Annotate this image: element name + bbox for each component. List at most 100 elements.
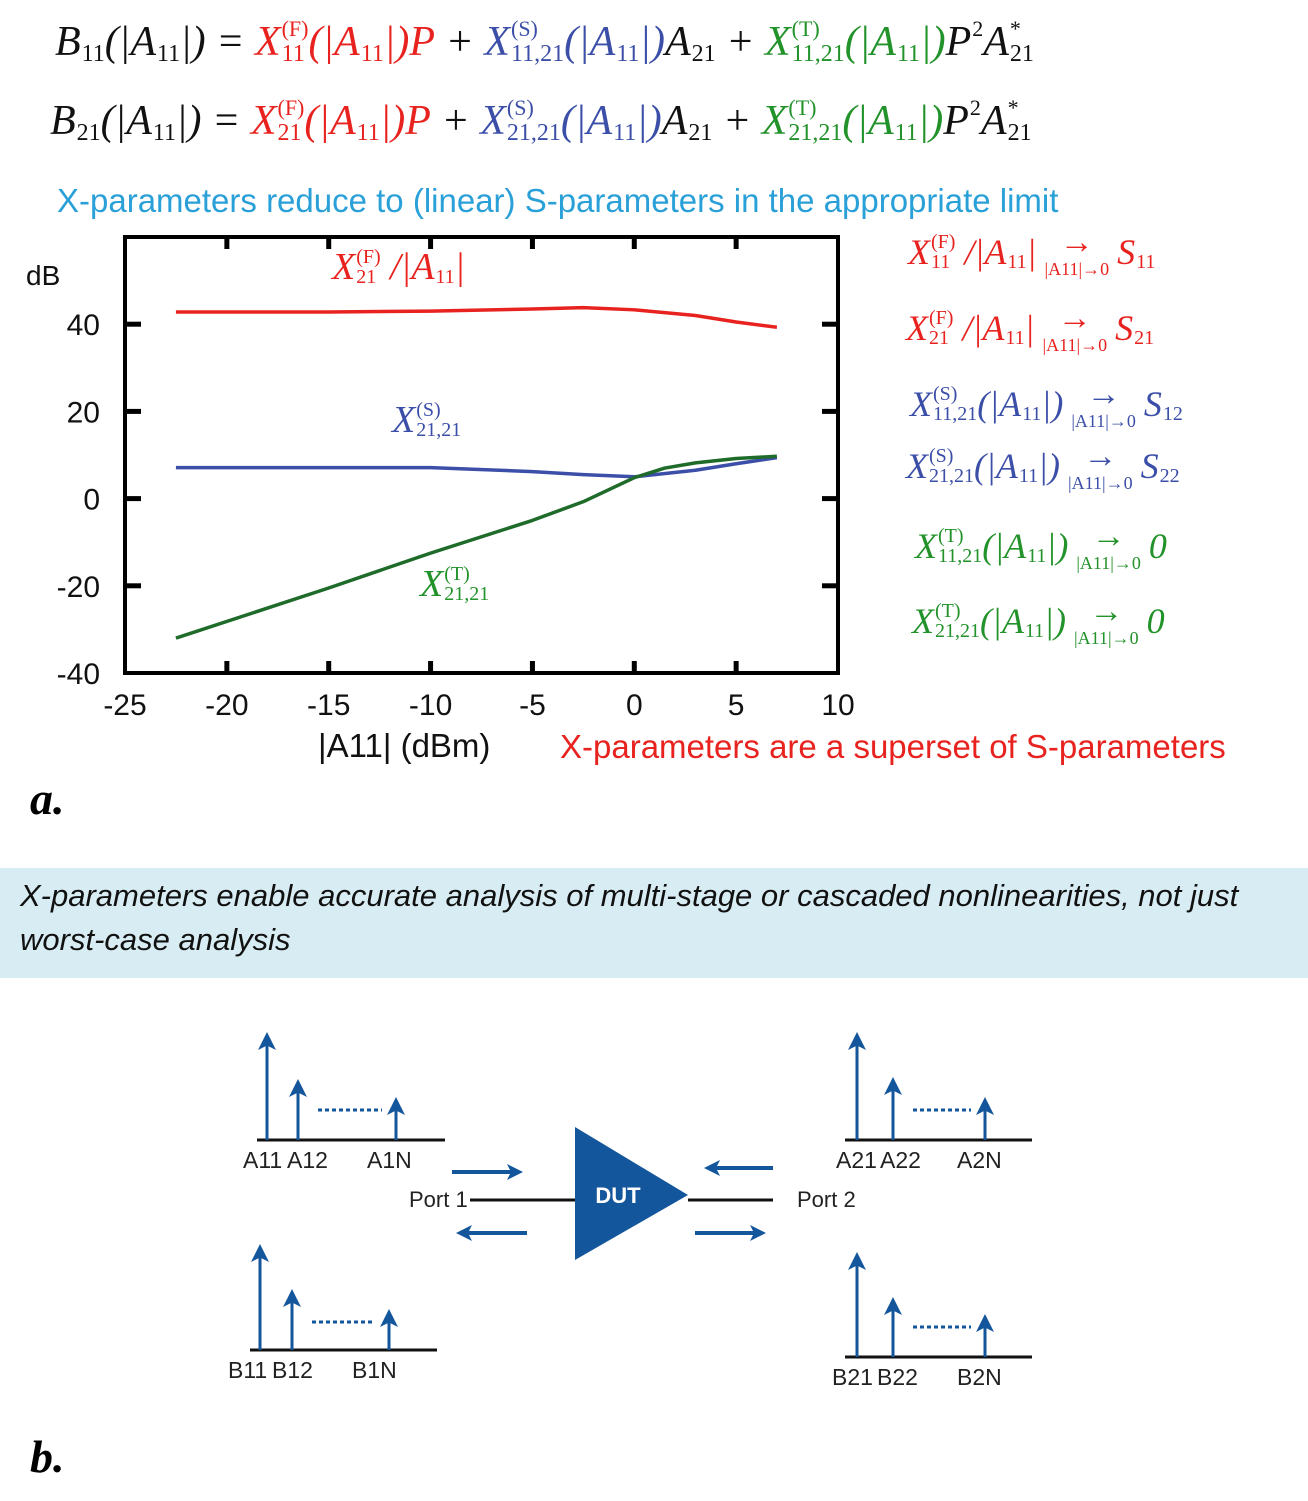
math-superscript: [613, 97, 636, 121]
math-superscript: (S): [506, 95, 534, 120]
math-base: |): [636, 98, 662, 144]
math-subscript: 21: [691, 41, 716, 67]
math-subscript: 21: [1007, 120, 1032, 146]
math-base: X: [392, 399, 416, 441]
math-scripts: (F) 21: [929, 308, 953, 348]
math-base: X: [908, 232, 930, 272]
math-subscript: 11: [281, 41, 305, 67]
math-token: B 11: [55, 18, 105, 66]
math-base: X: [254, 19, 281, 65]
math-subscript: 21,21: [935, 620, 980, 642]
caption-reduce-to-s-parameters: X-parameters reduce to (linear) S-parame…: [57, 182, 1059, 219]
port2-label: Port 2: [797, 1187, 856, 1212]
math-base: A: [329, 98, 356, 144]
math-base: |): [1046, 526, 1069, 566]
math-base: (|: [100, 98, 127, 144]
math-subscript: 11: [896, 41, 921, 67]
math-base: S: [1115, 308, 1134, 348]
math-scripts: 11: [1007, 232, 1026, 272]
math-scripts: 21: [1134, 308, 1154, 348]
math-token: S 22: [1141, 445, 1180, 487]
math-scripts: 11: [1027, 526, 1046, 566]
math-superscript: (F): [281, 16, 309, 41]
math-superscript: [1007, 232, 1026, 252]
limit-condition: |A11|→0: [1044, 259, 1110, 279]
math-base: 0: [1148, 526, 1167, 566]
limit-s11: X (F) 11 /| A 11 | → |A11|→0 S 11: [908, 226, 1156, 279]
math-superscript: (S): [929, 445, 954, 467]
math-scripts: 11: [616, 18, 639, 66]
arrow-icon: →: [1083, 438, 1118, 475]
limit-condition: |A11|→0: [1042, 335, 1108, 355]
math-base: A: [870, 19, 896, 65]
math-token: |): [1044, 600, 1066, 642]
math-base: |)P: [379, 98, 431, 144]
math-subscript: 11: [81, 41, 105, 67]
math-subscript: 11: [616, 41, 640, 67]
math-base: (|: [104, 19, 131, 65]
math-superscript: [357, 97, 380, 121]
math-base: (|: [977, 384, 1000, 424]
math-token: |): [1041, 383, 1063, 425]
math-subscript: 11: [356, 120, 380, 146]
arrow-icon: →: [1091, 518, 1126, 555]
math-scripts: 21: [77, 97, 101, 145]
math-token: X (F) 11: [908, 231, 955, 273]
math-token: 0: [1147, 600, 1165, 642]
math-subscript: 11: [613, 120, 637, 146]
math-superscript: [1022, 384, 1041, 404]
math-token: A 11: [334, 18, 384, 66]
math-superscript: [1025, 601, 1044, 621]
spectrum-label: A1N: [367, 1147, 412, 1173]
math-superscript: (F): [931, 231, 956, 253]
equation-b21: B 21 (| A 11 |) = X (F) 21 (| A 11 |)P + X (S) 21,…: [50, 95, 1032, 146]
math-token: S 12: [1144, 383, 1183, 425]
limit-t1121: X (T) 11,21 (| A 11 |) → |A11|→0 0: [915, 518, 1167, 573]
y-tick-label: 40: [67, 309, 100, 342]
math-subscript: 11: [1005, 327, 1025, 349]
math-subscript: 11: [1136, 251, 1156, 273]
x-tick-label: -5: [519, 689, 546, 722]
math-subscript: 21,21: [929, 465, 974, 487]
math-subscript: 21,21: [416, 419, 462, 441]
math-token: X (F) 21: [251, 97, 305, 146]
math-token: A 11: [590, 18, 640, 66]
math-base: |: [1024, 308, 1035, 348]
math-token: X (S) 21,21: [480, 95, 561, 146]
math-base: A: [586, 98, 613, 144]
math-scripts: (S) 11,21: [511, 18, 564, 67]
math-scripts: * 21: [1009, 16, 1034, 67]
math-scripts: (T) 11,21: [938, 526, 982, 566]
math-superscript: (T): [938, 525, 964, 547]
spectrum-label: A21: [836, 1147, 877, 1173]
math-subscript: 11: [360, 41, 384, 67]
math-superscript: [1005, 308, 1024, 328]
x-axis-label: |A11| (dBm): [318, 727, 490, 764]
x-tick-label: 5: [728, 689, 745, 722]
math-scripts: 11: [613, 97, 636, 145]
math-subscript: 11,21: [933, 403, 978, 425]
limit-condition: |A11|→0: [1074, 628, 1139, 648]
x-parameters-chart: -25 -20 -15 -10 -5 0 5 10 40 20 0 -20 -40 dB |A11| (dB…: [26, 235, 855, 764]
limit-s22: X (S) 21,21 (| A 11 |) → |A11|→0 S 22: [906, 438, 1180, 493]
math-subscript: 21: [688, 120, 713, 146]
math-token: A 11: [868, 97, 918, 145]
spectrum-label: B12: [272, 1357, 313, 1383]
math-base: A: [983, 19, 1009, 65]
math-scripts: (S) 21,21: [929, 446, 974, 486]
spectrum-label: A12: [287, 1147, 328, 1173]
math-token: |): [920, 18, 946, 66]
math-base: |) =: [175, 98, 251, 144]
math-base: A: [999, 384, 1022, 424]
limit-s21: X (F) 21 /| A 11 | → |A11|→0 S 21: [906, 302, 1154, 355]
math-subscript: 21: [1134, 327, 1155, 349]
math-scripts: 21: [692, 18, 716, 66]
math-base: B: [50, 98, 76, 144]
math-subscript: [972, 42, 983, 66]
math-superscript: *: [1009, 16, 1021, 41]
y-tick-label: -40: [57, 658, 100, 691]
math-token: A 11: [870, 18, 920, 66]
math-subscript: 12: [1162, 403, 1183, 425]
math-token: |: [1025, 307, 1035, 349]
